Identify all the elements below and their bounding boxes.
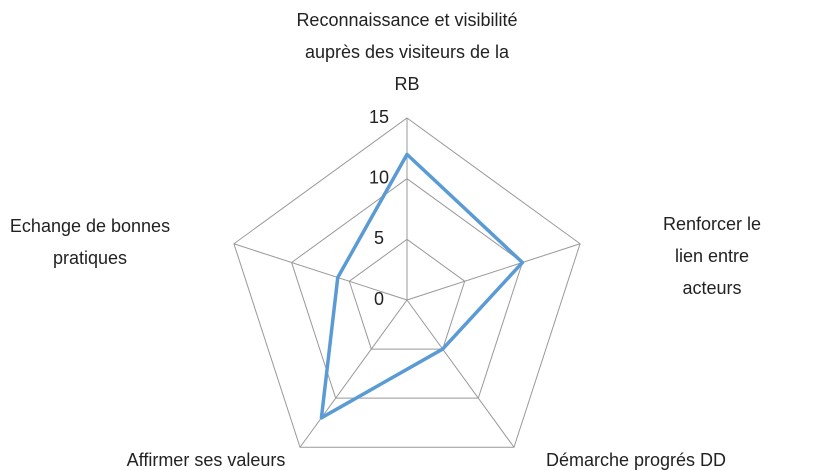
spoke [406,299,515,448]
tick-label: 0 [374,289,384,309]
category-label: Reconnaissance et visibilité auprès des … [296,10,518,94]
spoke [233,243,408,301]
category-label: Démarche progrés DD [545,450,727,470]
spoke [406,243,581,301]
spoke [299,299,408,448]
series-line [319,152,525,420]
grid-ring [291,178,523,399]
tick-label: 15 [369,107,389,127]
category-label: Echange de bonnes pratiques [9,216,171,268]
grid-ring [348,238,466,350]
tick-label: 5 [374,228,384,248]
tick-label: 10 [369,167,389,187]
category-label: Affirmer ses valeurs [126,450,286,470]
category-label: Renforcer le lien entre acteurs [662,214,762,298]
grid-ring [233,117,581,448]
